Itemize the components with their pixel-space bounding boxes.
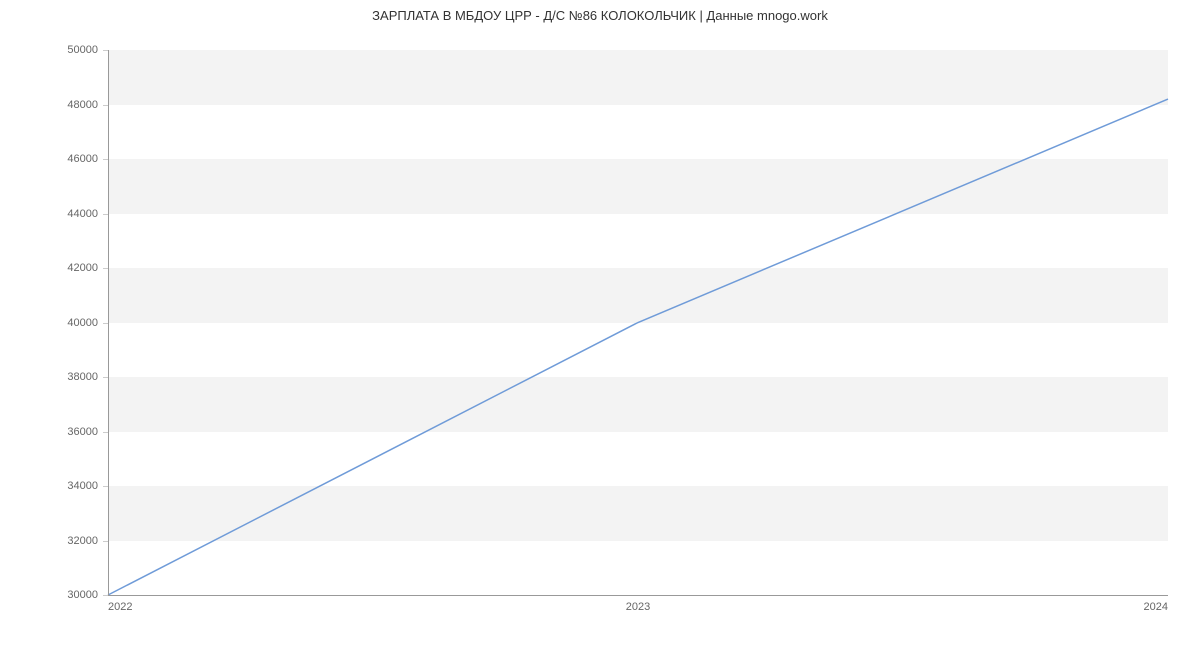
y-tick-mark (103, 432, 108, 433)
y-tick-mark (103, 541, 108, 542)
chart-title: ЗАРПЛАТА В МБДОУ ЦРР - Д/С №86 КОЛОКОЛЬЧ… (0, 0, 1200, 23)
y-tick-mark (103, 377, 108, 378)
x-tick-label: 2022 (108, 601, 132, 613)
x-axis-line (108, 595, 1168, 596)
y-tick-mark (103, 159, 108, 160)
y-tick-mark (103, 214, 108, 215)
plot-area (108, 50, 1168, 595)
y-tick-mark (103, 486, 108, 487)
y-tick-mark (103, 595, 108, 596)
series-line-salary (108, 99, 1168, 595)
y-tick-label: 42000 (0, 262, 98, 274)
y-tick-label: 46000 (0, 153, 98, 165)
y-tick-mark (103, 50, 108, 51)
y-tick-mark (103, 323, 108, 324)
y-tick-mark (103, 105, 108, 106)
line-layer (108, 50, 1168, 595)
y-tick-label: 34000 (0, 480, 98, 492)
y-tick-label: 40000 (0, 317, 98, 329)
y-tick-label: 44000 (0, 208, 98, 220)
y-tick-mark (103, 268, 108, 269)
y-axis-line (108, 50, 109, 595)
x-tick-label: 2024 (1144, 601, 1168, 613)
y-tick-label: 36000 (0, 426, 98, 438)
chart-container: 30000 32000 34000 36000 38000 40000 42000 44000… (0, 30, 1200, 625)
y-tick-label: 30000 (0, 589, 98, 601)
y-tick-label: 38000 (0, 371, 98, 383)
y-tick-label: 48000 (0, 99, 98, 111)
x-tick-label: 2023 (626, 601, 650, 613)
y-tick-label: 50000 (0, 44, 98, 56)
y-tick-label: 32000 (0, 535, 98, 547)
